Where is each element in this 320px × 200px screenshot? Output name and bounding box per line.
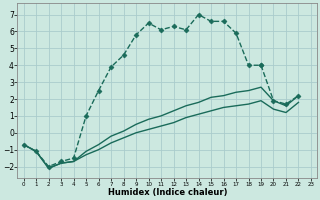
X-axis label: Humidex (Indice chaleur): Humidex (Indice chaleur) [108, 188, 227, 197]
